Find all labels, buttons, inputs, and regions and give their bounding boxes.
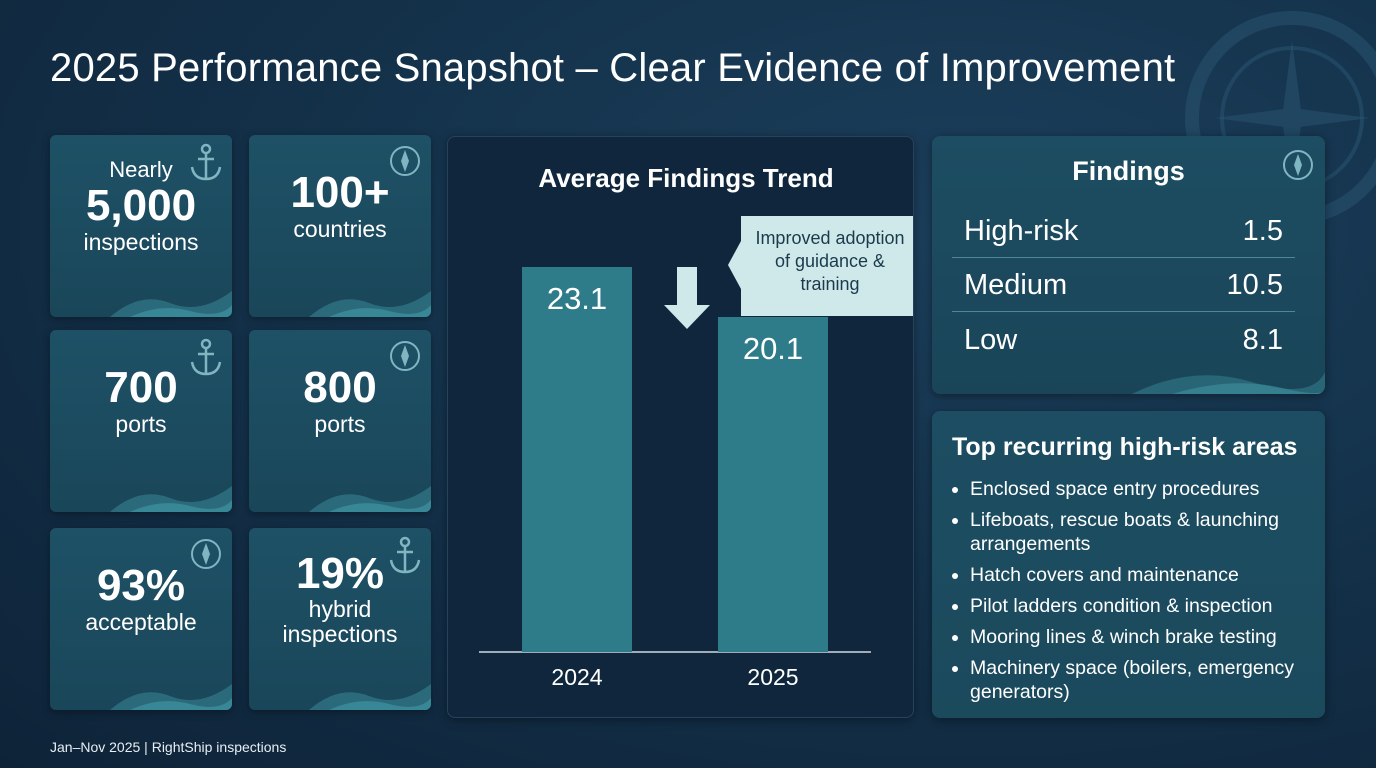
areas-title: Top recurring high-risk areas xyxy=(952,433,1298,461)
findings-panel: Findings High-risk 1.5 Medium 10.5 Low 8.1 xyxy=(932,136,1325,394)
finding-name: Medium xyxy=(964,269,1068,301)
stat-label: ports xyxy=(115,410,167,437)
x-tick-label: 2024 xyxy=(551,664,602,690)
stat-label: inspections xyxy=(83,228,199,255)
callout-box xyxy=(728,216,921,316)
stat-value: 93% xyxy=(96,561,186,611)
bar-label: 23.1 xyxy=(547,281,607,316)
stat-tile: 19% hybrid inspections xyxy=(249,528,431,710)
stat-content: 700 ports xyxy=(50,330,232,472)
stat-tile: 700 ports xyxy=(50,330,232,512)
areas-list: Enclosed space entry procedures Lifeboats… xyxy=(950,477,1310,711)
stat-tile: 800 ports xyxy=(249,330,431,512)
chart: Average Findings Trend 23.1 2024 20.1 2025 Im… xyxy=(479,163,921,690)
stat-value: 800 xyxy=(303,363,377,413)
wave-decoration xyxy=(110,291,232,317)
page-title: 2025 Performance Snapshot – Clear Eviden… xyxy=(50,46,1176,90)
bar xyxy=(522,267,632,652)
stat-content: Nearly 5,000 inspections xyxy=(50,135,232,277)
compass-icon xyxy=(191,539,221,569)
anchor-icon xyxy=(389,536,421,574)
stat-label: ports xyxy=(314,410,366,437)
finding-name: Low xyxy=(964,323,1018,356)
areas-panel: Top recurring high-risk areas Enclosed s… xyxy=(932,411,1325,718)
chart-title: Average Findings Trend xyxy=(538,163,833,193)
compass-icon xyxy=(390,146,420,176)
area-item: Machinery space (boilers, emergency gene… xyxy=(970,656,1310,704)
stat-content: 93% acceptable xyxy=(50,528,232,670)
chart-panel: Average Findings Trend 23.1 2024 20.1 2025 Im… xyxy=(447,136,921,718)
area-item: Mooring lines & winch brake testing xyxy=(970,625,1310,649)
stat-label: countries xyxy=(293,215,387,242)
wave-decoration xyxy=(309,486,431,512)
stat-prefix: Nearly xyxy=(109,157,173,183)
stat-label: hybrid inspections xyxy=(282,596,398,648)
anchor-icon xyxy=(190,143,222,181)
findings-row: Medium 10.5 xyxy=(952,260,1295,312)
finding-name: High-risk xyxy=(964,215,1079,247)
wave-decoration xyxy=(110,684,232,710)
stat-value: 19% xyxy=(295,549,385,599)
footer: Jan–Nov 2025 | RightShip inspections xyxy=(50,739,287,755)
findings-row: Low 8.1 xyxy=(952,314,1295,366)
stat-value: 100+ xyxy=(290,168,390,218)
stat-tile: 93% acceptable xyxy=(50,528,232,710)
wave-decoration xyxy=(1132,372,1325,394)
stat-value: 5,000 xyxy=(85,181,197,231)
callout-text: Improved adoption of guidance & training xyxy=(755,228,905,294)
area-item: Hatch covers and maintenance xyxy=(970,563,1310,587)
findings-title: Findings xyxy=(1072,156,1185,186)
wave-decoration xyxy=(309,684,431,710)
x-tick-label: 2025 xyxy=(747,664,798,690)
wave-decoration xyxy=(309,291,431,317)
stat-label: acceptable xyxy=(85,608,197,635)
area-item: Enclosed space entry procedures xyxy=(970,477,1310,501)
callout: Improved adoption of guidance & training xyxy=(755,228,905,294)
wave-decoration xyxy=(110,486,232,512)
anchor-icon xyxy=(190,338,222,376)
down-arrow xyxy=(664,267,710,329)
bar xyxy=(718,317,828,652)
findings-row: High-risk 1.5 xyxy=(952,206,1295,258)
finding-value: 1.5 xyxy=(1242,215,1283,247)
compass-icon xyxy=(1283,150,1313,180)
bar-label: 20.1 xyxy=(743,331,803,366)
stat-tile: Nearly 5,000 inspections xyxy=(50,135,232,317)
finding-value: 10.5 xyxy=(1226,269,1283,301)
stat-value: 700 xyxy=(104,363,178,413)
stat-tile: 100+ countries xyxy=(249,135,431,317)
finding-value: 8.1 xyxy=(1242,323,1283,356)
area-item: Pilot ladders condition & inspection xyxy=(970,594,1310,618)
stat-content: 800 ports xyxy=(249,330,431,472)
area-item: Lifeboats, rescue boats & launching arra… xyxy=(970,508,1310,556)
stat-content: 100+ countries xyxy=(249,135,431,277)
stat-content: 19% hybrid inspections xyxy=(249,528,431,670)
compass-icon xyxy=(390,341,420,371)
